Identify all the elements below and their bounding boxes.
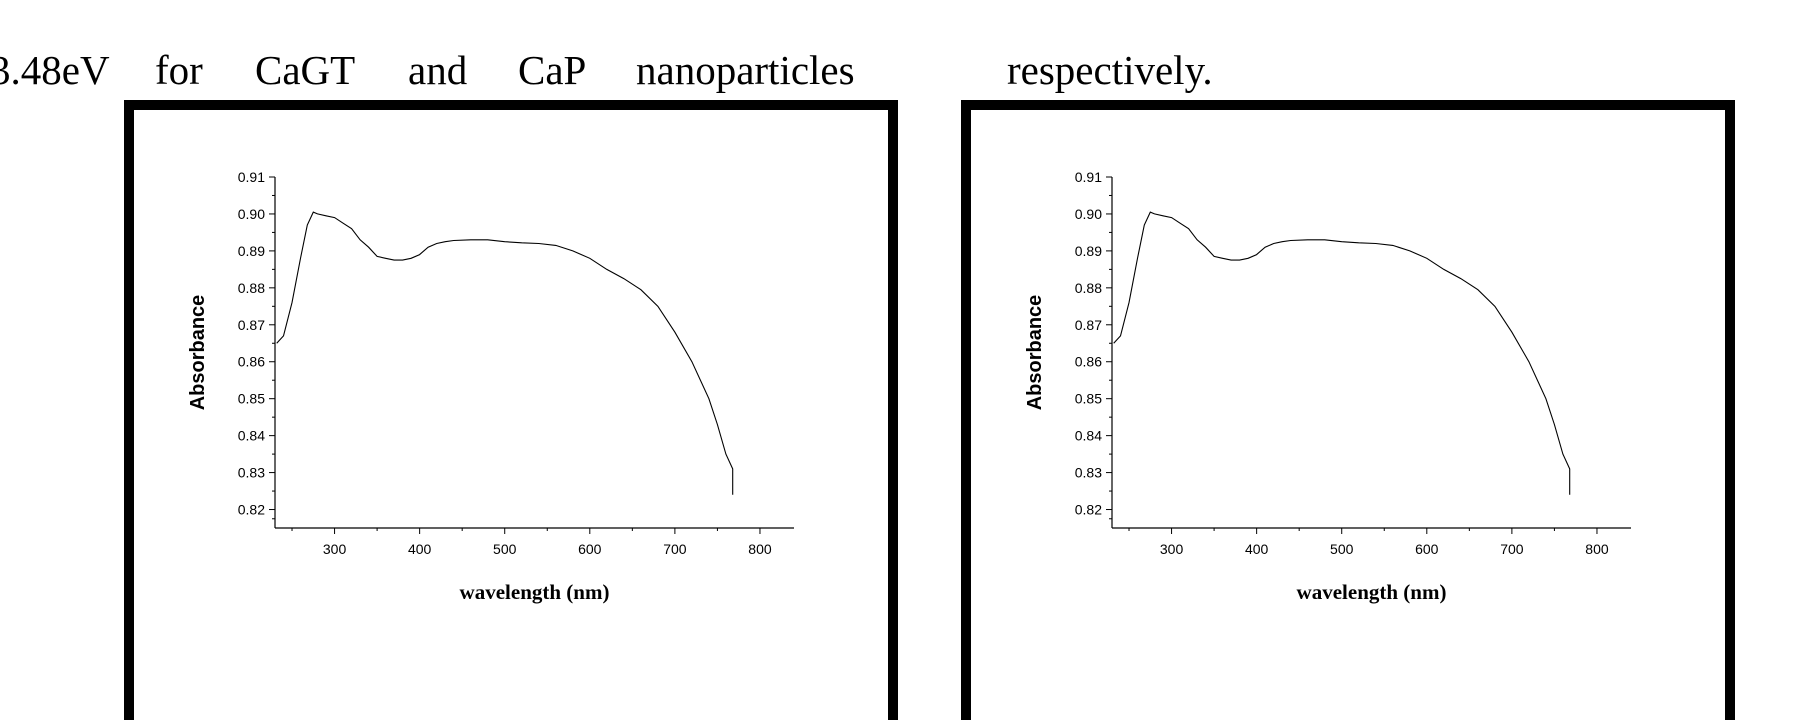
x-tick-label: 500: [493, 541, 517, 557]
x-tick-label: 600: [578, 541, 602, 557]
x-tick-label: 300: [323, 541, 347, 557]
absorbance-chart-right: 0.82 0.83 0.84 0.85 0.86 0.87 0.88 0.89 0.90 0.91…: [1024, 169, 1631, 604]
y-tick-label: 0.86: [1075, 354, 1102, 370]
y-tick-label: 0.86: [238, 354, 265, 370]
absorbance-series-line: [1113, 211, 1571, 495]
text-word-respectively: respectively.: [1007, 47, 1213, 93]
y-tick-label: 0.82: [1075, 502, 1102, 518]
y-tick-label: 0.84: [238, 428, 265, 444]
y-tick-label: 0.91: [238, 169, 265, 185]
x-tick-label: 700: [663, 541, 687, 557]
text-word-cap: CaP: [518, 47, 587, 93]
x-tick-label: 800: [748, 541, 772, 557]
text-word-nanoparticles: nanoparticles: [636, 47, 855, 93]
text-word-for: for: [155, 47, 203, 93]
y-tick-label: 0.85: [1075, 391, 1102, 407]
y-tick-label: 0.85: [238, 391, 265, 407]
x-axis-title: wavelength (nm): [460, 580, 610, 604]
y-tick-label: 0.88: [238, 280, 265, 296]
x-tick-label: 800: [1585, 541, 1609, 557]
x-tick-label: 600: [1415, 541, 1439, 557]
x-axis-title: wavelength (nm): [1297, 580, 1447, 604]
x-tick-label: 400: [408, 541, 432, 557]
absorbance-chart-left: 0.82 0.83 0.84 0.85 0.86 0.87 0.88 0.89 0.90 0.91…: [187, 169, 794, 604]
y-tick-label: 0.84: [1075, 428, 1102, 444]
y-tick-label: 0.87: [238, 317, 265, 333]
x-tick-label: 500: [1330, 541, 1354, 557]
y-tick-label: 0.87: [1075, 317, 1102, 333]
body-text-line: 3.48eV for CaGT and CaP nanoparticles re…: [0, 46, 1805, 94]
y-axis-title: Absorbance: [1024, 295, 1046, 411]
y-tick-label: 0.90: [238, 206, 265, 222]
y-tick-label: 0.90: [1075, 206, 1102, 222]
text-word-cagt: CaGT: [255, 47, 356, 93]
y-tick-label: 0.83: [1075, 465, 1102, 481]
y-tick-label: 0.82: [238, 502, 265, 518]
x-tick-label: 300: [1160, 541, 1184, 557]
y-tick-label: 0.91: [1075, 169, 1102, 185]
text-word-and: and: [408, 47, 468, 93]
x-tick-label: 700: [1500, 541, 1524, 557]
y-tick-label: 0.89: [238, 243, 265, 259]
y-tick-label: 0.88: [1075, 280, 1102, 296]
y-axis-title: Absorbance: [187, 295, 209, 411]
y-tick-label: 0.89: [1075, 243, 1102, 259]
text-word-energy: 3.48eV: [0, 47, 110, 93]
chart-frame-right: 0.82 0.83 0.84 0.85 0.86 0.87 0.88 0.89 0.90 0.91…: [961, 100, 1735, 720]
absorbance-series-line: [276, 211, 734, 495]
x-tick-label: 400: [1245, 541, 1269, 557]
y-tick-label: 0.83: [238, 465, 265, 481]
chart-frame-left: 0.82 0.83 0.84 0.85 0.86 0.87 0.88 0.89 0.90 0.91…: [124, 100, 898, 720]
